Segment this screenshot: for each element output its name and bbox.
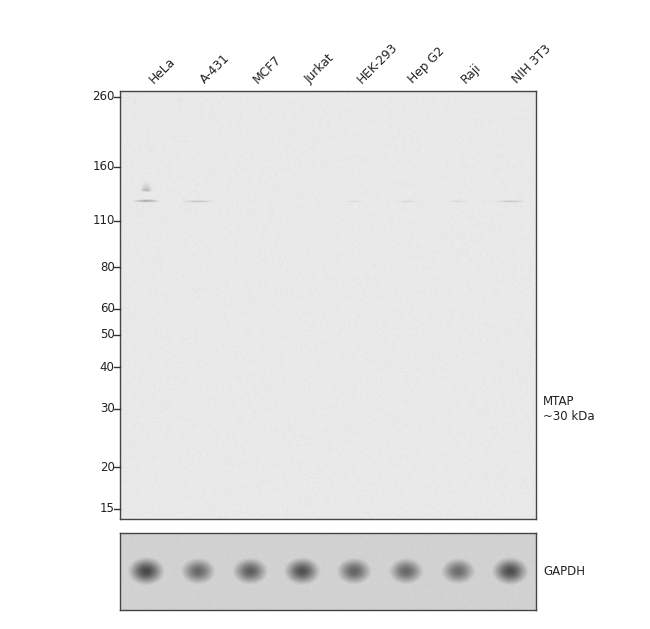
Text: HEK-293: HEK-293 xyxy=(354,40,400,86)
Text: 20: 20 xyxy=(100,461,114,474)
Text: 160: 160 xyxy=(92,160,114,174)
Text: 40: 40 xyxy=(100,360,114,374)
Text: Raji: Raji xyxy=(458,60,484,86)
Text: 50: 50 xyxy=(100,328,114,342)
Text: 60: 60 xyxy=(100,302,114,315)
Text: A-431: A-431 xyxy=(198,51,233,86)
Text: 80: 80 xyxy=(100,260,114,274)
Text: MCF7: MCF7 xyxy=(250,52,283,86)
Text: HeLa: HeLa xyxy=(146,55,177,86)
Text: 110: 110 xyxy=(92,214,114,228)
Text: 30: 30 xyxy=(100,403,114,415)
Text: NIH 3T3: NIH 3T3 xyxy=(510,42,554,86)
Text: 15: 15 xyxy=(100,503,114,515)
Text: GAPDH: GAPDH xyxy=(543,565,585,578)
Text: MTAP
~30 kDa: MTAP ~30 kDa xyxy=(543,395,595,423)
Text: Jurkat: Jurkat xyxy=(302,51,337,86)
Text: Hep G2: Hep G2 xyxy=(406,44,448,86)
Text: 260: 260 xyxy=(92,90,114,103)
